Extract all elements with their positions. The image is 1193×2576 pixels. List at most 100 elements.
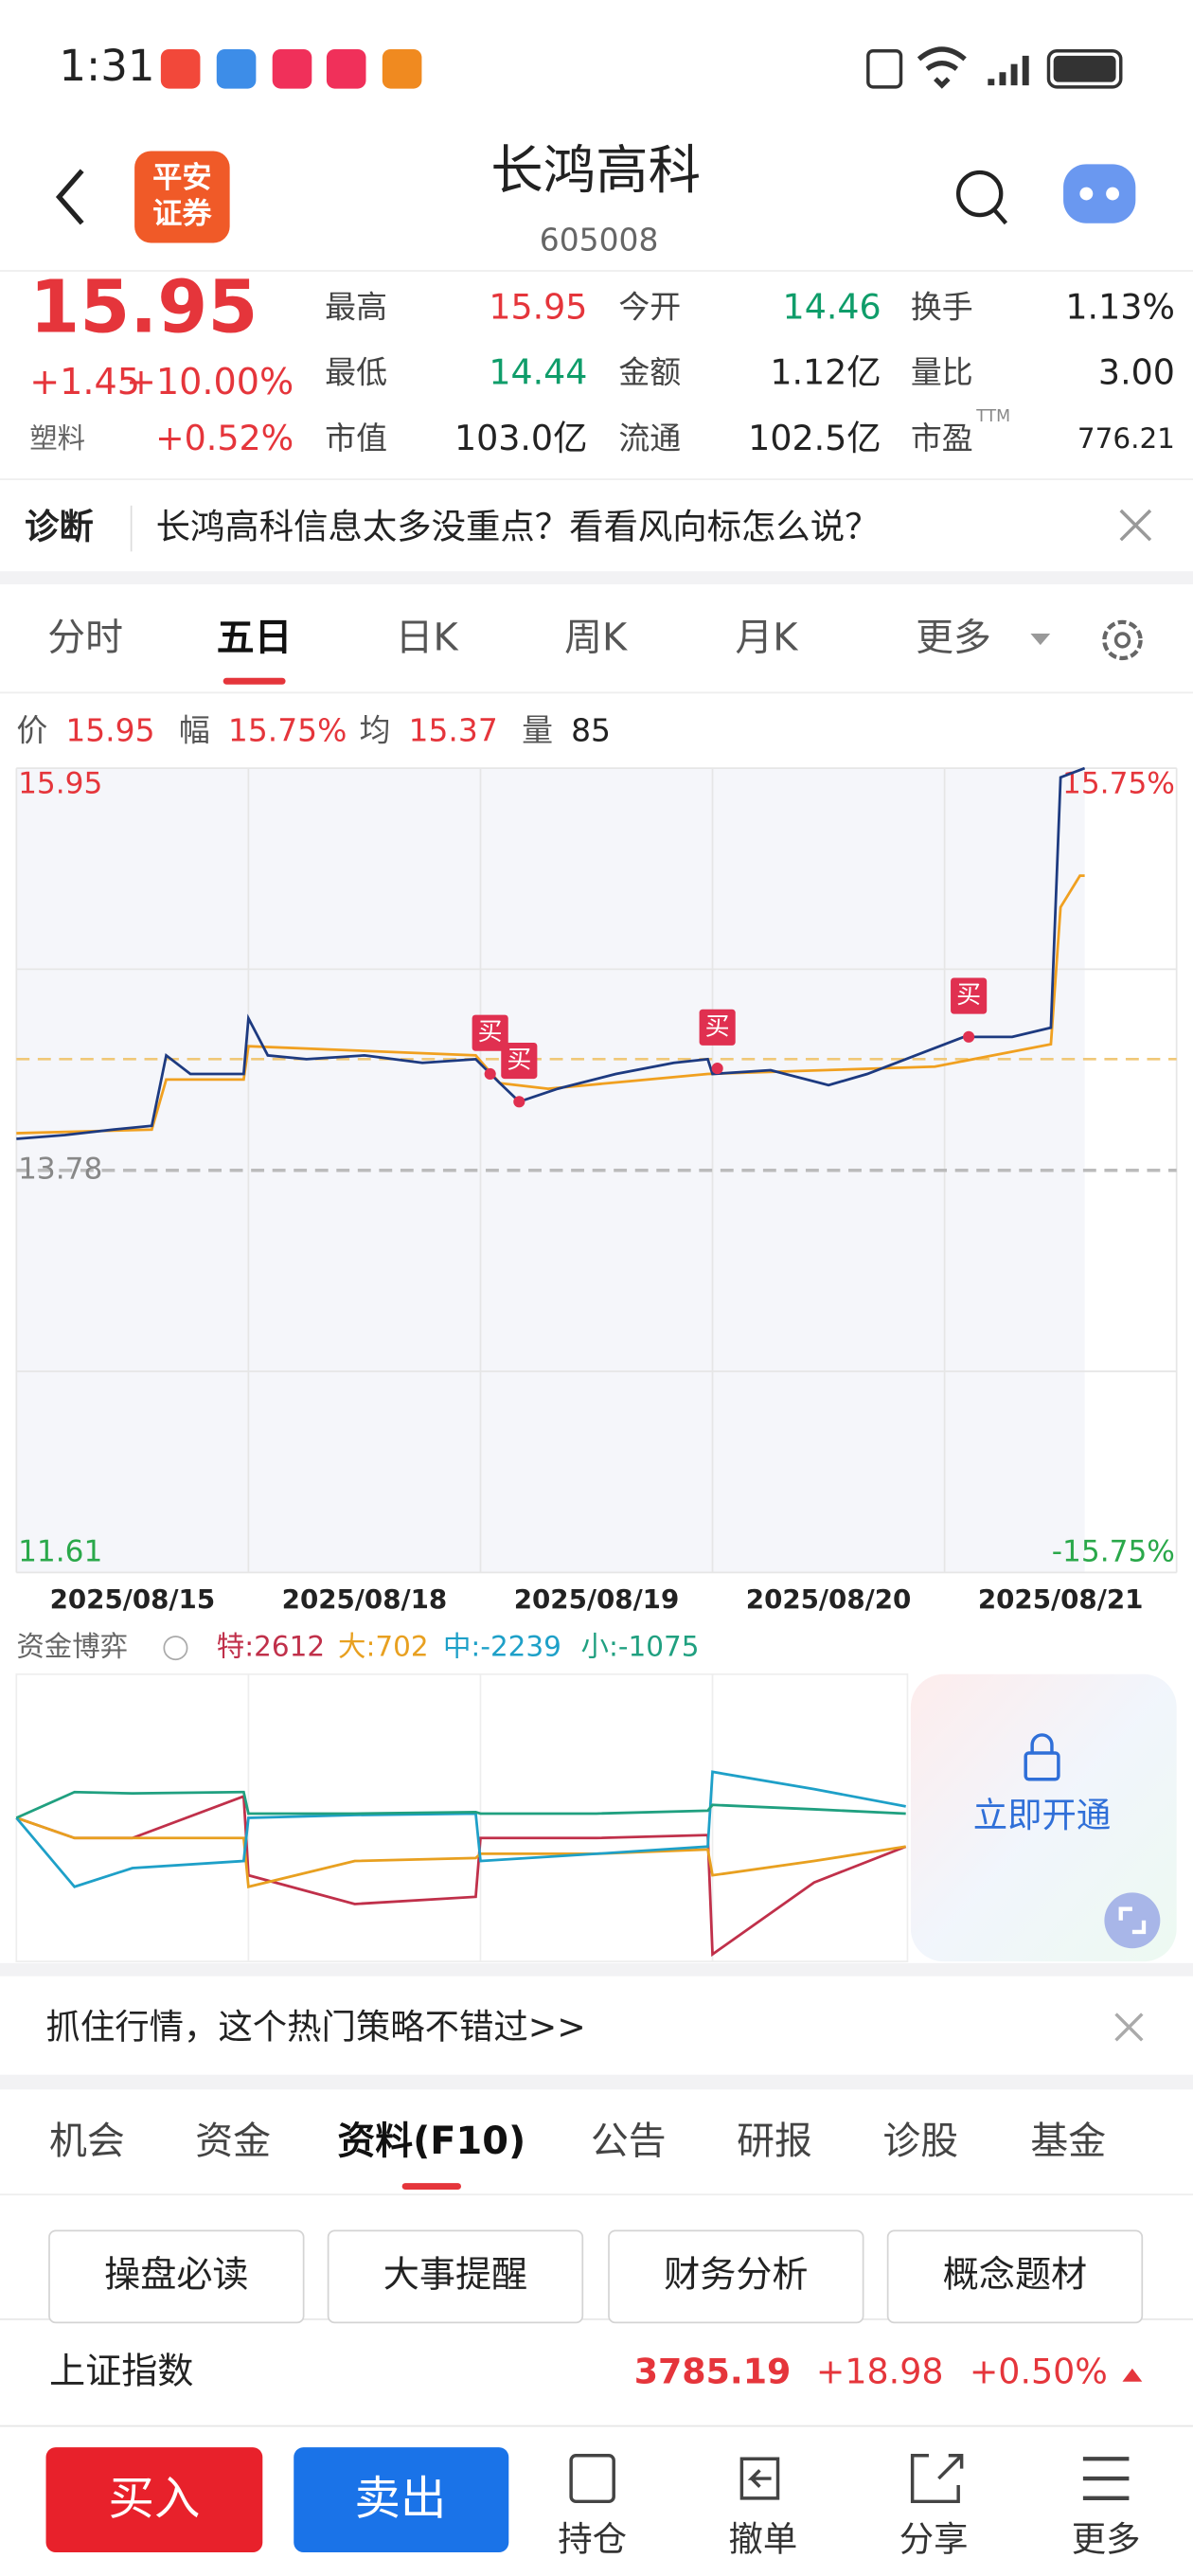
shortcut-button[interactable] bbox=[608, 2229, 864, 2324]
position-icon bbox=[569, 2454, 615, 2504]
info-tab[interactable]: 资金 bbox=[195, 2120, 271, 2163]
close-button[interactable] bbox=[1114, 2012, 1144, 2042]
toolbar-label[interactable]: 分享 bbox=[899, 2518, 969, 2559]
battery-level bbox=[1053, 55, 1116, 82]
info-tab[interactable]: 资料(F10) bbox=[337, 2120, 525, 2163]
assistant-button[interactable] bbox=[1063, 164, 1136, 224]
stat-value: 1.12亿 bbox=[770, 352, 881, 393]
toolbar-label[interactable]: 更多 bbox=[1072, 2518, 1141, 2559]
app-icon bbox=[326, 48, 366, 89]
logo-text: 证券 bbox=[152, 197, 212, 231]
stat-label: 最高 bbox=[325, 288, 387, 325]
shortcut-button[interactable] bbox=[327, 2229, 584, 2324]
y-tick-label: 11.61 bbox=[18, 1535, 102, 1569]
toolbar-label[interactable]: 撤单 bbox=[729, 2518, 798, 2559]
info-icon[interactable] bbox=[163, 1636, 188, 1661]
info-tab[interactable]: 诊股 bbox=[882, 2120, 958, 2163]
unlock-link[interactable]: 立即开通 bbox=[973, 1795, 1112, 1835]
date-label: 2025/08/15 bbox=[50, 1583, 216, 1615]
expand-arrow[interactable] bbox=[1122, 2368, 1143, 2382]
index-name: 上证指数 bbox=[49, 2351, 193, 2392]
dropdown-icon bbox=[1030, 633, 1051, 646]
signal-dot bbox=[711, 1063, 723, 1075]
more-icon bbox=[1082, 2457, 1130, 2501]
stat-value: 14.44 bbox=[489, 352, 587, 393]
logo-text: 平安 bbox=[152, 161, 211, 195]
info-tab[interactable]: 公告 bbox=[591, 2120, 667, 2163]
info-tab[interactable]: 基金 bbox=[1030, 2120, 1106, 2163]
gap bbox=[0, 2074, 1193, 2090]
date-label: 2025/08/19 bbox=[514, 1583, 680, 1615]
chart-tab[interactable]: 日K bbox=[396, 616, 459, 659]
promo-banner[interactable]: 抓住行情，这个热门策略不错过>> bbox=[46, 2007, 586, 2048]
shortcut-label: 财务分析 bbox=[664, 2253, 808, 2295]
share-icon bbox=[910, 2454, 964, 2504]
search-handle bbox=[992, 208, 1008, 225]
price: 15.95 bbox=[29, 264, 258, 349]
info-tab[interactable]: 机会 bbox=[49, 2120, 125, 2163]
battery-icon bbox=[1046, 48, 1123, 89]
search-button[interactable] bbox=[955, 170, 1004, 218]
info-tab[interactable]: 研报 bbox=[737, 2120, 812, 2163]
signal-label: 买 bbox=[956, 981, 981, 1010]
nfc-icon bbox=[866, 48, 903, 89]
signal-badge bbox=[501, 1042, 538, 1080]
stat-value: 3.00 bbox=[1098, 352, 1175, 393]
stock-name: 长鸿高科 bbox=[490, 141, 701, 202]
info-value: 15.95 bbox=[65, 711, 154, 748]
chart-tab[interactable]: 更多 bbox=[916, 616, 991, 659]
chart-tab[interactable]: 月K bbox=[735, 616, 798, 659]
buy-button[interactable] bbox=[45, 2447, 263, 2553]
signal-label: 买 bbox=[478, 1018, 503, 1046]
app-icon bbox=[160, 48, 201, 89]
diagnosis-text[interactable]: 长鸿高科信息太多没重点？看看风向标怎么说？ bbox=[156, 507, 880, 547]
date-label: 2025/08/18 bbox=[282, 1583, 448, 1615]
buy-label: 买入 bbox=[108, 2472, 200, 2525]
sell-button[interactable] bbox=[294, 2447, 509, 2553]
shortcut-button[interactable] bbox=[48, 2229, 305, 2324]
chart-tab[interactable]: 分时 bbox=[47, 616, 123, 659]
info-value: 85 bbox=[571, 711, 611, 748]
expand-icon bbox=[1118, 1906, 1147, 1935]
stat-value: 776.21 bbox=[1077, 422, 1175, 455]
index-change: +18.98 bbox=[816, 2352, 944, 2392]
expand-button[interactable] bbox=[1104, 1892, 1161, 1949]
stock-code: 605008 bbox=[540, 221, 659, 258]
change: +1.45 bbox=[29, 361, 140, 402]
fund-line bbox=[15, 1770, 906, 1888]
sector: 塑料 bbox=[29, 422, 85, 455]
chart-tab[interactable]: 周K bbox=[564, 616, 628, 659]
toolbar-label[interactable]: 持仓 bbox=[558, 2518, 627, 2559]
info-label: 量 bbox=[522, 711, 553, 748]
sell-label: 卖出 bbox=[354, 2472, 446, 2525]
shortcut-button[interactable] bbox=[886, 2229, 1144, 2324]
fund-line bbox=[15, 1790, 906, 1819]
info-label: 均 bbox=[360, 711, 391, 748]
signal-label: 买 bbox=[705, 1012, 730, 1041]
stat-label: 量比 bbox=[911, 354, 973, 391]
legend-entry: 中:-2239 bbox=[443, 1631, 561, 1663]
stat-sup: TTM bbox=[975, 407, 1010, 426]
back-button[interactable] bbox=[55, 169, 84, 225]
legend-entry: 小:-1075 bbox=[581, 1631, 700, 1663]
close-button[interactable] bbox=[1119, 509, 1152, 542]
stat-label: 换手 bbox=[911, 288, 973, 325]
settings-button[interactable] bbox=[1102, 619, 1143, 661]
chart-tab[interactable]: 五日 bbox=[217, 616, 293, 659]
lock-icon bbox=[1024, 1751, 1060, 1781]
locked-overlay bbox=[910, 1673, 1177, 1962]
signal-dot bbox=[484, 1067, 496, 1081]
app-icon bbox=[382, 48, 422, 89]
index-value: 3785.19 bbox=[634, 2352, 792, 2392]
stat-label: 市值 bbox=[325, 420, 387, 456]
shortcut-label: 操盘必读 bbox=[104, 2253, 248, 2295]
shortcut-label: 大事提醒 bbox=[383, 2253, 527, 2295]
lock-shackle bbox=[1030, 1733, 1054, 1754]
settings-center bbox=[1113, 632, 1131, 649]
app-icon bbox=[272, 48, 312, 89]
date-label: 2025/08/20 bbox=[746, 1583, 912, 1615]
signal-icon bbox=[988, 55, 1029, 86]
fund-title: 资金博弈 bbox=[16, 1631, 128, 1663]
